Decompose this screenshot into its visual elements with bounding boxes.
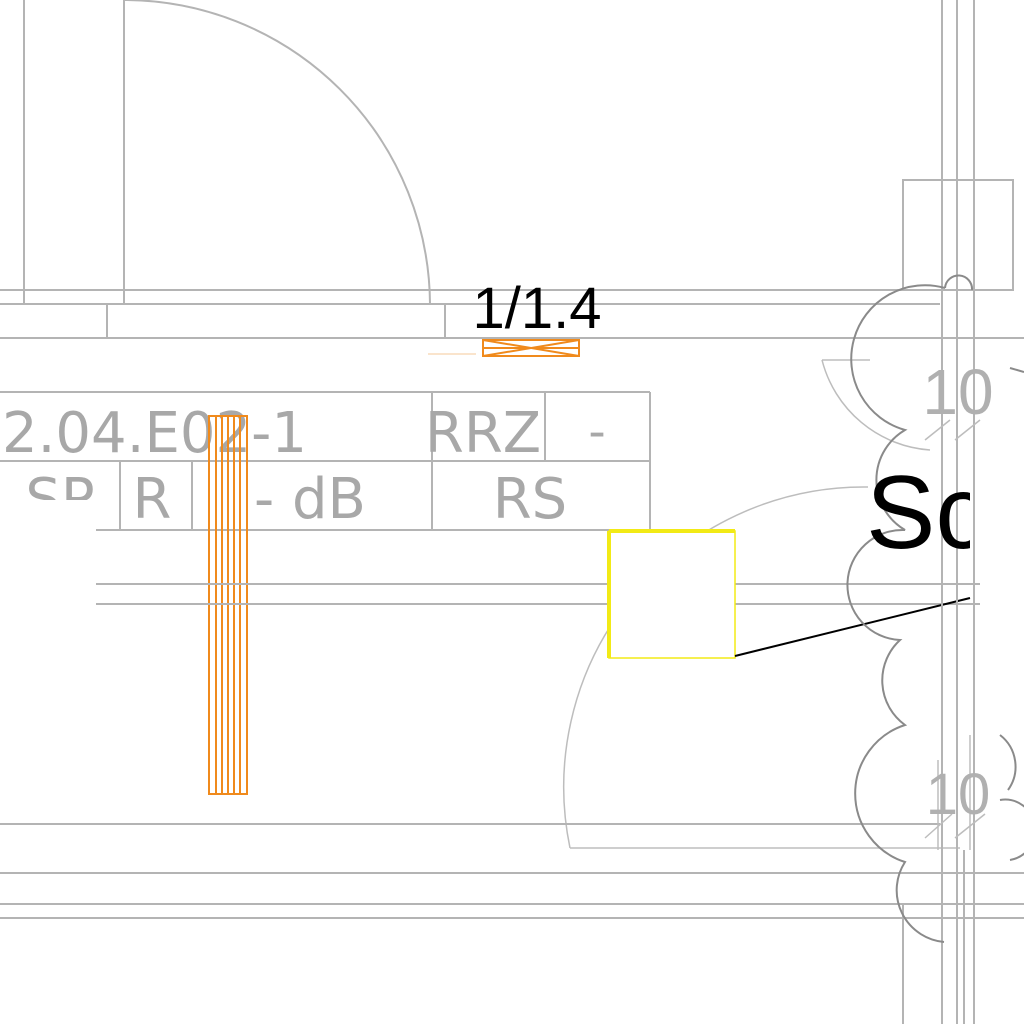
small-door-arc (821, 359, 931, 451)
row2-col1-label: SP (25, 467, 94, 532)
room-name: Sch (866, 455, 1024, 571)
revision-cloud-right (999, 734, 1024, 861)
row2-col1-clip: SP (25, 467, 94, 532)
door-swing-upper (123, 0, 431, 305)
room-value: - (588, 404, 605, 460)
dimension-upper: 10 (922, 356, 993, 428)
dimension-marker-upper (924, 419, 981, 441)
room-number: 2.04.E02-1 (2, 401, 307, 466)
door-symbol (428, 339, 580, 357)
room-name-clip: Sch (866, 455, 1024, 571)
leader-line (734, 597, 971, 657)
room-tag-table (0, 391, 651, 531)
right-walls (902, 0, 1014, 1024)
row2-col2-label: R (133, 467, 172, 532)
dimension-marker-lower (924, 735, 986, 850)
door-label: 1/1.4 (473, 276, 602, 341)
dimension-lower: 10 (926, 762, 991, 827)
revision-cloud (846, 274, 1024, 943)
sound-rating: - dB (254, 467, 366, 532)
rs-label: RS (493, 467, 567, 532)
highlight-square (607, 529, 736, 659)
middle-wall (96, 583, 980, 605)
room-type: RRZ (425, 401, 541, 466)
lower-walls (0, 823, 1024, 919)
